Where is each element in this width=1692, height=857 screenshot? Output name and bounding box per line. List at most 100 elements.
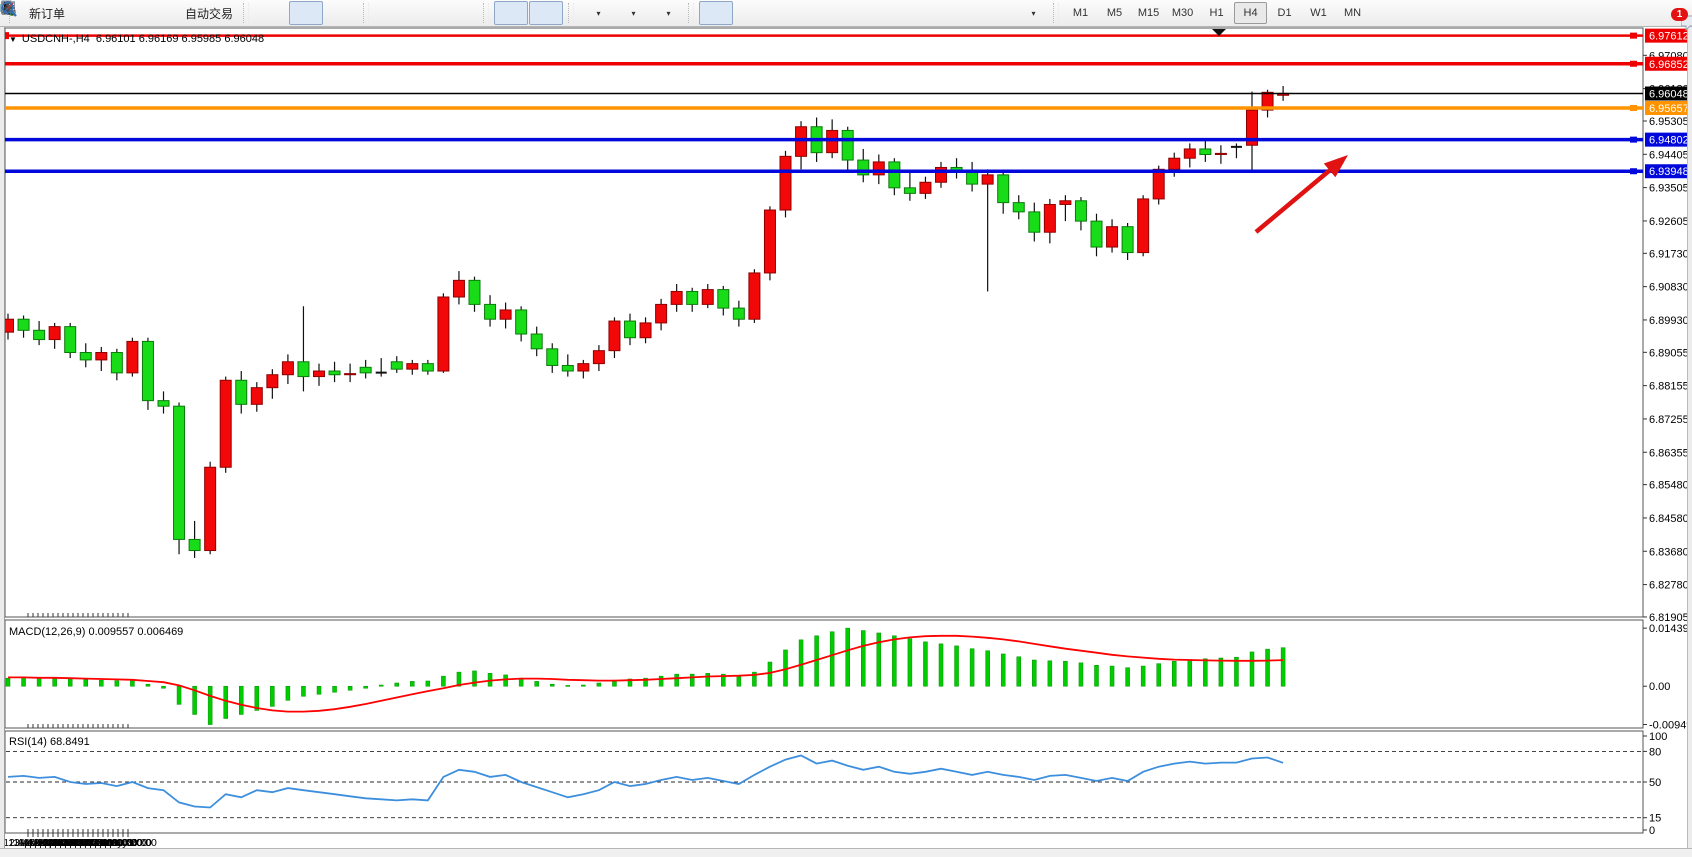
chart-panes — [4, 27, 1692, 848]
candle-bear — [903, 187, 916, 194]
tf-M1[interactable]: M1 — [1072, 7, 1089, 19]
candle-bear — [141, 340, 154, 402]
candle-bear — [157, 400, 170, 407]
price-tick-label: 6.94405 — [1649, 149, 1689, 161]
tf-W1[interactable]: W1 — [1310, 7, 1327, 19]
time-label: 27 Apr 16:00 — [83, 837, 143, 849]
chevron-down-icon[interactable]: ▾ — [666, 8, 671, 18]
price-tick-label: 6.89930 — [1649, 315, 1689, 327]
tf-H1[interactable]: H1 — [1209, 7, 1224, 19]
chart-shift-marker-icon — [1212, 29, 1226, 36]
macd-histogram-bar — [658, 675, 664, 687]
time-label: 14 Apr 00:00 — [13, 837, 73, 849]
tf-M15[interactable]: M15 — [1137, 7, 1160, 19]
toolbar-grip — [1053, 3, 1060, 23]
candle-bull — [763, 209, 776, 274]
macd-histogram-bar — [394, 682, 399, 687]
text-tool-button[interactable]: A — [4, 1, 978, 25]
level-price-badge: 6.97612 — [1649, 31, 1689, 43]
broadcast-button[interactable] — [1, 1, 175, 25]
tf-M30[interactable]: M30 — [1171, 7, 1194, 19]
time-label: 25 Apr 16:00 — [68, 837, 128, 849]
candle-bull — [670, 290, 683, 305]
macd-tick-label: -0.009491 — [1649, 720, 1692, 732]
macd-histogram-bar — [954, 645, 959, 687]
candle-bear — [1028, 211, 1041, 233]
candle-bull — [701, 289, 714, 305]
level-price-badge-bg — [1645, 56, 1692, 71]
macd-histogram-bar — [1032, 659, 1037, 687]
cursor-tool-button[interactable] — [4, 1, 734, 25]
horizontal-line-tool-button[interactable] — [2, 1, 838, 25]
candle-bull — [1214, 152, 1227, 156]
candle-bull — [872, 161, 885, 176]
channel-tool-button[interactable]: E — [0, 1, 908, 25]
candlestick-chart-type-button[interactable] — [1, 1, 324, 25]
auto-trading-button[interactable]: 自动交易 — [0, 1, 238, 25]
tf-D1[interactable]: D1 — [1277, 7, 1292, 19]
rsi-pane-content — [7, 754, 1284, 809]
macd-histogram-bar — [829, 631, 835, 687]
chevron-down-icon[interactable]: ▾ — [1031, 8, 1036, 18]
crosshair-tool-button[interactable] — [1, 1, 768, 25]
text-label-tool-button[interactable]: T — [1, 1, 1013, 25]
candle-bear — [1012, 202, 1025, 213]
macd-histogram-bar — [845, 627, 850, 687]
candle-bull — [1261, 91, 1274, 111]
candle-bear — [484, 303, 497, 320]
line-chart-type-button[interactable] — [1, 1, 358, 25]
tf-H4[interactable]: H4 — [1234, 2, 1268, 24]
candle-bear — [1121, 226, 1134, 254]
profile-button[interactable] — [1, 1, 140, 25]
macd-histogram-bar — [938, 643, 944, 687]
macd-histogram-bar — [1125, 667, 1130, 687]
arrows-tool-button[interactable]: ▾ — [3, 1, 1048, 25]
zoom-out-button[interactable] — [1, 1, 443, 25]
candle-doji — [375, 371, 387, 374]
time-label: 19 Apr 12:00 — [38, 837, 98, 849]
svg-text:A: A — [4, 2, 13, 16]
chart-template-button[interactable]: ▾ — [1, 1, 683, 25]
candles — [2, 86, 1290, 558]
zoom-in-button[interactable] — [1, 1, 408, 25]
rsi-indicator-value: 68.8491 — [49, 736, 90, 748]
tf-MN[interactable]: MN — [1343, 7, 1362, 19]
tile-windows-button[interactable] — [1, 1, 478, 25]
window-frame-right — [1687, 27, 1692, 857]
macd-histogram-bar — [1109, 665, 1115, 687]
chart-shift-button[interactable] — [2, 1, 564, 25]
candle-bull — [935, 166, 947, 183]
candle-bull — [1246, 109, 1258, 146]
bar-chart-type-button[interactable] — [1, 1, 288, 25]
macd-histogram-bar — [1047, 660, 1053, 687]
chevron-down-icon[interactable]: ▾ — [631, 8, 636, 18]
macd-histogram-bar — [969, 648, 975, 687]
add-indicator-button[interactable]: ▾ — [1, 1, 613, 25]
candle-bear — [515, 309, 528, 335]
new-order-button[interactable]: 新订单 — [1, 0, 70, 25]
auto-scroll-button[interactable] — [1, 1, 529, 25]
candle-bull — [919, 181, 932, 194]
time-label: 17 Apr 12:00 — [23, 837, 83, 849]
one-click-trading-collapse-icon[interactable]: ▼ — [9, 35, 17, 44]
macd-histogram-bar — [130, 679, 135, 687]
time-label: 27 Apr 00:00 — [78, 837, 138, 849]
chevron-down-icon[interactable]: ▾ — [596, 8, 601, 18]
macd-histogram-bar — [627, 678, 633, 687]
level-anchor — [1630, 60, 1637, 67]
fibonacci-tool-button[interactable]: F — [2, 1, 943, 25]
periods-button[interactable]: ▾ — [1, 1, 648, 25]
candle-bull — [48, 326, 61, 341]
gold-box-button[interactable] — [2, 1, 105, 25]
tf-M5[interactable]: M5 — [1106, 7, 1123, 19]
macd-label: MACD(12,26,9) 0.009557 0.006469 — [9, 626, 183, 638]
price-tick-label: 6.93505 — [1649, 183, 1689, 195]
level-price-badge: 6.95657 — [1649, 103, 1689, 115]
trendline-tool-button[interactable] — [1, 1, 873, 25]
candle-bull — [795, 126, 808, 157]
vertical-line-tool-button[interactable] — [7, 1, 803, 25]
candle-bear — [624, 320, 636, 339]
macd-histogram-bar — [347, 685, 353, 691]
